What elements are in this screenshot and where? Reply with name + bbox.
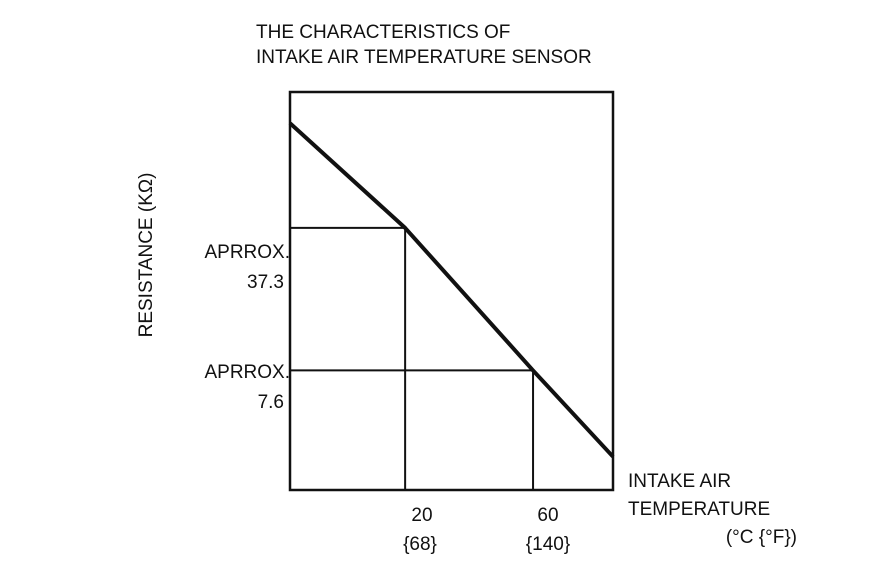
x-ref-label-1-line-1: 20	[411, 505, 432, 526]
reference-lines	[290, 226, 535, 490]
x-ref-label-2-line-1: 60	[537, 505, 558, 526]
y-ref-label-2-line-1: APRROX.	[204, 362, 290, 383]
y-ref-label-1-line-2: 37.3	[247, 272, 284, 293]
x-ref-label-2-line-2: {140}	[526, 534, 570, 555]
y-ref-label-1-line-1: APRROX.	[204, 242, 290, 263]
series-layer	[288, 121, 615, 459]
plot-frame	[288, 90, 615, 492]
x-ref-label-1-line-2: {68}	[403, 534, 437, 555]
x-axis-label-line-3: (°C {°F})	[726, 527, 797, 548]
y-axis-label: RESISTANCE (KΩ)	[136, 173, 157, 338]
chart-title-line-2: INTAKE AIR TEMPERATURE SENSOR	[256, 47, 592, 68]
series-line-1	[288, 121, 615, 459]
chart-title-line-1: THE CHARACTERISTICS OF	[256, 22, 510, 43]
x-axis-label-line-2: TEMPERATURE	[628, 499, 770, 520]
y-ref-label-2-line-2: 7.6	[258, 392, 284, 413]
x-axis-label-line-1: INTAKE AIR	[628, 471, 731, 492]
